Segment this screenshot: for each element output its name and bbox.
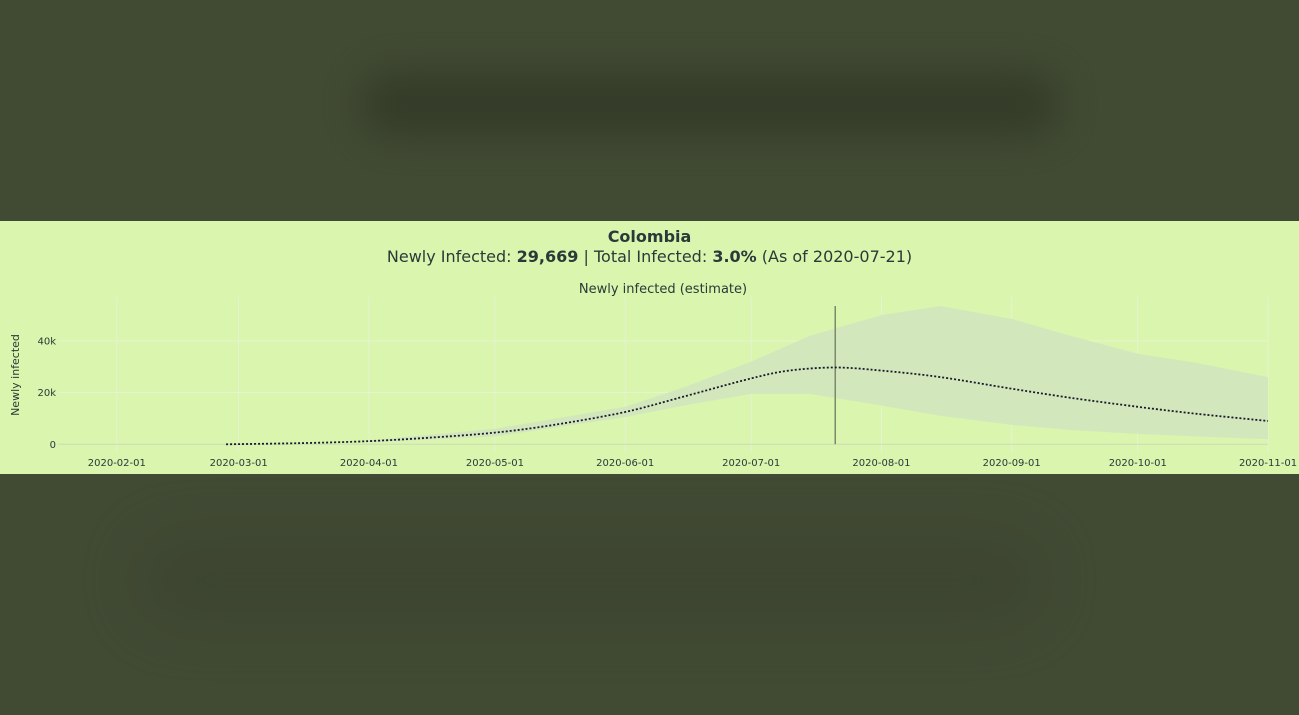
y-tick-label: 20k: [37, 388, 56, 399]
y-tick-label: 40k: [37, 336, 56, 347]
x-tick-label: 2020-08-01: [852, 458, 910, 469]
x-tick-label: 2020-05-01: [466, 458, 524, 469]
blurred-header-bar: [360, 72, 1060, 136]
total-infected-value: 3.0%: [712, 247, 757, 266]
x-tick-label: 2020-02-01: [88, 458, 146, 469]
y-axis-label: Newly infected: [9, 334, 22, 416]
x-tick-label: 2020-10-01: [1109, 458, 1167, 469]
chart-title: Newly infected (estimate): [579, 282, 747, 297]
x-tick-label: 2020-09-01: [983, 458, 1041, 469]
newly-infected-value: 29,669: [516, 247, 579, 266]
x-tick-label: 2020-03-01: [210, 458, 268, 469]
stats-line: Newly Infected: 29,669 | Total Infected:…: [0, 247, 1299, 266]
x-tick-label: 2020-07-01: [722, 458, 780, 469]
as-of-date: (As of 2020-07-21): [756, 247, 913, 266]
country-title: Colombia: [607, 227, 692, 246]
blurred-background-shape: [140, 540, 1040, 620]
x-tick-label: 2020-06-01: [596, 458, 654, 469]
x-tick-label: 2020-04-01: [340, 458, 398, 469]
x-tick-label: 2020-11-01: [1239, 458, 1297, 469]
total-infected-label: | Total Infected:: [578, 247, 713, 266]
newly-infected-label: Newly Infected:: [386, 247, 517, 266]
uncertainty-band: [368, 306, 1268, 443]
y-tick-label: 0: [50, 440, 56, 451]
